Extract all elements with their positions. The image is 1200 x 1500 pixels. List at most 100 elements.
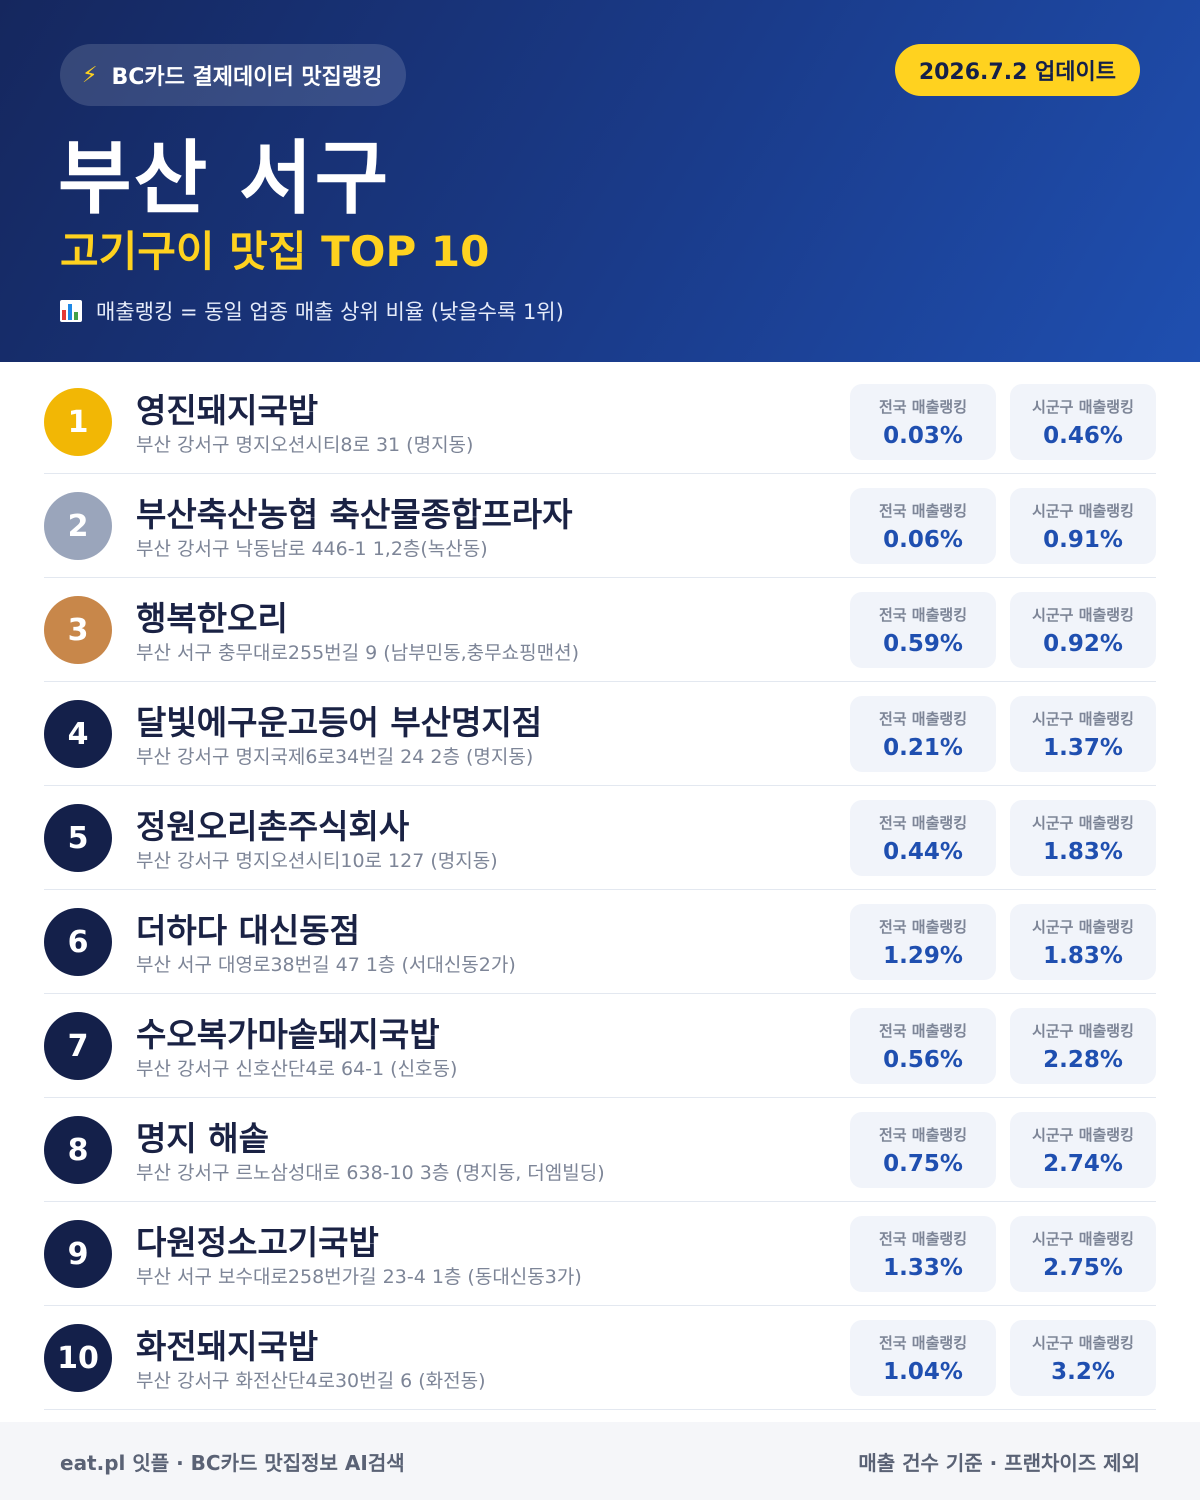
national-ranking-card: 전국 매출랭킹 0.03%: [850, 384, 996, 460]
district-ranking-value: 1.83%: [1043, 942, 1123, 969]
national-ranking-label: 전국 매출랭킹: [878, 709, 968, 728]
list-item[interactable]: 4 달빛에구운고등어 부산명지점 부산 강서구 명지국제6로34번길 24 2층…: [44, 682, 1156, 786]
national-ranking-card: 전국 매출랭킹 1.04%: [850, 1320, 996, 1396]
brand-pill: ⚡ BC카드 결제데이터 맛집랭킹: [60, 44, 407, 106]
district-ranking-label: 시군구 매출랭킹: [1032, 501, 1134, 520]
national-ranking-card: 전국 매출랭킹 1.33%: [850, 1216, 996, 1292]
restaurant-name[interactable]: 더하다 대신동점: [136, 911, 361, 950]
restaurant-name[interactable]: 수오복가마솥돼지국밥: [136, 1015, 440, 1054]
district-ranking-label: 시군구 매출랭킹: [1032, 605, 1134, 624]
district-ranking-value: 1.37%: [1043, 734, 1123, 761]
restaurant-address: 부산 강서구 낙동남로 446-1 1,2층(녹산동): [136, 538, 488, 560]
restaurant-name[interactable]: 달빛에구운고등어 부산명지점: [136, 703, 543, 742]
national-ranking-label: 전국 매출랭킹: [878, 917, 968, 936]
brand-label: BC카드 결제데이터 맛집랭킹: [111, 65, 383, 90]
district-ranking-label: 시군구 매출랭킹: [1032, 397, 1134, 416]
national-ranking-label: 전국 매출랭킹: [878, 501, 968, 520]
restaurant-address: 부산 강서구 명지오션시티8로 31 (명지동): [136, 434, 474, 456]
district-ranking-card: 시군구 매출랭킹 0.92%: [1010, 592, 1156, 668]
district-ranking-label: 시군구 매출랭킹: [1032, 813, 1134, 832]
district-ranking-value: 2.74%: [1043, 1150, 1123, 1177]
national-ranking-label: 전국 매출랭킹: [878, 1333, 968, 1352]
district-ranking-value: 2.75%: [1043, 1254, 1123, 1281]
district-ranking-card: 시군구 매출랭킹 1.37%: [1010, 696, 1156, 772]
restaurant-address: 부산 서구 충무대로255번길 9 (남부민동,충무쇼핑맨션): [136, 642, 579, 664]
list-item[interactable]: 1 영진돼지국밥 부산 강서구 명지오션시티8로 31 (명지동) 전국 매출랭…: [44, 370, 1156, 474]
restaurant-name[interactable]: 행복한오리: [136, 599, 288, 638]
restaurant-name[interactable]: 다원정소고기국밥: [136, 1223, 379, 1262]
rank-badge: 9: [44, 1220, 112, 1288]
national-ranking-value: 0.44%: [883, 838, 963, 865]
rank-badge: 4: [44, 700, 112, 768]
national-ranking-card: 전국 매출랭킹 1.29%: [850, 904, 996, 980]
national-ranking-label: 전국 매출랭킹: [878, 1125, 968, 1144]
district-ranking-value: 1.83%: [1043, 838, 1123, 865]
restaurant-address: 부산 강서구 신호산단4로 64-1 (신호동): [136, 1058, 458, 1080]
list-item[interactable]: 10 화전돼지국밥 부산 강서구 화전산단4로30번길 6 (화전동) 전국 매…: [44, 1306, 1156, 1410]
rank-badge: 5: [44, 804, 112, 872]
restaurant-address: 부산 강서구 명지국제6로34번길 24 2층 (명지동): [136, 746, 534, 768]
national-ranking-value: 0.21%: [883, 734, 963, 761]
national-ranking-value: 1.04%: [883, 1358, 963, 1385]
national-ranking-card: 전국 매출랭킹 0.59%: [850, 592, 996, 668]
restaurant-name[interactable]: 화전돼지국밥: [136, 1327, 319, 1366]
national-ranking-label: 전국 매출랭킹: [878, 397, 968, 416]
list-item[interactable]: 8 명지 해솥 부산 강서구 르노삼성대로 638-10 3층 (명지동, 더엠…: [44, 1098, 1156, 1202]
footer: eat.pl 잇플 · BC카드 맛집정보 AI검색 매출 건수 기준 · 프랜…: [0, 1422, 1200, 1500]
district-ranking-value: 0.46%: [1043, 422, 1123, 449]
district-ranking-card: 시군구 매출랭킹 1.83%: [1010, 800, 1156, 876]
update-badge: 2026.7.2 업데이트: [894, 44, 1140, 96]
page-subtitle: 고기구이 맛집 TOP 10: [60, 227, 490, 276]
list-item[interactable]: 7 수오복가마솥돼지국밥 부산 강서구 신호산단4로 64-1 (신호동) 전국…: [44, 994, 1156, 1098]
restaurant-address: 부산 강서구 르노삼성대로 638-10 3층 (명지동, 더엠빌딩): [136, 1162, 605, 1184]
national-ranking-card: 전국 매출랭킹 0.75%: [850, 1112, 996, 1188]
list-item[interactable]: 3 행복한오리 부산 서구 충무대로255번길 9 (남부민동,충무쇼핑맨션) …: [44, 578, 1156, 682]
restaurant-name[interactable]: 명지 해솥: [136, 1119, 269, 1158]
national-ranking-value: 1.29%: [883, 942, 963, 969]
lightning-bolt-icon: ⚡: [82, 62, 98, 88]
district-ranking-label: 시군구 매출랭킹: [1032, 1333, 1134, 1352]
national-ranking-value: 1.33%: [883, 1254, 963, 1281]
list-item[interactable]: 9 다원정소고기국밥 부산 서구 보수대로258번가길 23-4 1층 (동대신…: [44, 1202, 1156, 1306]
rank-badge: 6: [44, 908, 112, 976]
ranking-legend: 매출랭킹 = 동일 업종 매출 상위 비율 (낮을수록 1위): [60, 296, 564, 326]
national-ranking-value: 0.06%: [883, 526, 963, 553]
restaurant-name[interactable]: 영진돼지국밥: [136, 391, 319, 430]
restaurant-address: 부산 강서구 화전산단4로30번길 6 (화전동): [136, 1370, 486, 1392]
restaurant-name[interactable]: 부산축산농협 축산물종합프라자: [136, 495, 573, 534]
district-ranking-label: 시군구 매출랭킹: [1032, 1125, 1134, 1144]
list-item[interactable]: 6 더하다 대신동점 부산 서구 대영로38번길 47 1층 (서대신동2가) …: [44, 890, 1156, 994]
page-title: 부산 서구: [58, 132, 391, 225]
district-ranking-card: 시군구 매출랭킹 0.46%: [1010, 384, 1156, 460]
district-ranking-label: 시군구 매출랭킹: [1032, 917, 1134, 936]
district-ranking-card: 시군구 매출랭킹 3.2%: [1010, 1320, 1156, 1396]
national-ranking-value: 0.59%: [883, 630, 963, 657]
national-ranking-card: 전국 매출랭킹 0.06%: [850, 488, 996, 564]
district-ranking-label: 시군구 매출랭킹: [1032, 1021, 1134, 1040]
list-item[interactable]: 2 부산축산농협 축산물종합프라자 부산 강서구 낙동남로 446-1 1,2층…: [44, 474, 1156, 578]
footer-source: eat.pl 잇플 · BC카드 맛집정보 AI검색: [60, 1450, 405, 1475]
district-ranking-card: 시군구 매출랭킹 2.75%: [1010, 1216, 1156, 1292]
restaurant-address: 부산 서구 보수대로258번가길 23-4 1층 (동대신동3가): [136, 1266, 582, 1288]
national-ranking-value: 0.03%: [883, 422, 963, 449]
restaurant-list: 1 영진돼지국밥 부산 강서구 명지오션시티8로 31 (명지동) 전국 매출랭…: [44, 370, 1156, 1410]
district-ranking-value: 2.28%: [1043, 1046, 1123, 1073]
rank-badge: 8: [44, 1116, 112, 1184]
legend-text: 매출랭킹 = 동일 업종 매출 상위 비율 (낮을수록 1위): [96, 300, 564, 324]
restaurant-address: 부산 강서구 명지오션시티10로 127 (명지동): [136, 850, 498, 872]
district-ranking-label: 시군구 매출랭킹: [1032, 709, 1134, 728]
district-ranking-value: 0.92%: [1043, 630, 1123, 657]
rank-badge: 10: [44, 1324, 112, 1392]
national-ranking-value: 0.75%: [883, 1150, 963, 1177]
rank-badge: 3: [44, 596, 112, 664]
district-ranking-card: 시군구 매출랭킹 1.83%: [1010, 904, 1156, 980]
restaurant-name[interactable]: 정원오리촌주식회사: [136, 807, 410, 846]
rank-badge: 7: [44, 1012, 112, 1080]
list-item[interactable]: 5 정원오리촌주식회사 부산 강서구 명지오션시티10로 127 (명지동) 전…: [44, 786, 1156, 890]
national-ranking-value: 0.56%: [883, 1046, 963, 1073]
district-ranking-value: 3.2%: [1051, 1358, 1115, 1385]
national-ranking-card: 전국 매출랭킹 0.21%: [850, 696, 996, 772]
national-ranking-card: 전국 매출랭킹 0.56%: [850, 1008, 996, 1084]
district-ranking-value: 0.91%: [1043, 526, 1123, 553]
national-ranking-card: 전국 매출랭킹 0.44%: [850, 800, 996, 876]
